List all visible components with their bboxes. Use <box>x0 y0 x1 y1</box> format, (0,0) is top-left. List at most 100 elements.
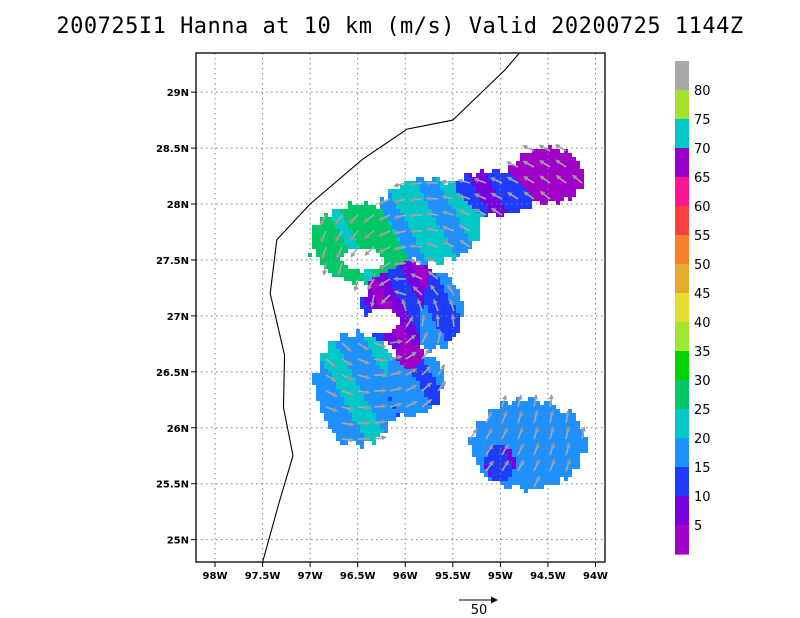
wind-cell <box>364 429 368 433</box>
wind-cell <box>376 269 380 273</box>
wind-cell <box>368 301 372 305</box>
wind-cell <box>380 273 384 277</box>
wind-cell <box>508 437 512 441</box>
colorbar-swatch <box>675 409 689 439</box>
wind-cell <box>320 233 324 237</box>
wind-cell <box>404 297 408 301</box>
wind-cell <box>408 265 412 269</box>
wind-cell <box>488 441 492 445</box>
wind-cell <box>492 421 496 425</box>
wind-cell <box>468 177 472 181</box>
wind-cell <box>420 221 424 225</box>
wind-cell <box>368 433 372 437</box>
wind-cell <box>344 333 348 337</box>
wind-cell <box>524 189 528 193</box>
wind-cell <box>420 189 424 193</box>
wind-cell <box>524 445 528 449</box>
wind-cell <box>320 381 324 385</box>
wind-arrow <box>517 459 525 472</box>
wind-cell <box>348 201 352 205</box>
wind-cell <box>328 357 332 361</box>
wind-cell <box>520 433 524 437</box>
wind-cell <box>340 241 344 245</box>
wind-cell <box>336 389 340 393</box>
wind-arrow <box>378 230 391 237</box>
wind-cell <box>448 185 452 189</box>
wind-cell <box>560 161 564 165</box>
wind-cell <box>368 293 372 297</box>
wind-cell <box>524 453 528 457</box>
wind-cell <box>384 221 388 225</box>
wind-cell <box>500 189 504 193</box>
wind-cell <box>372 225 376 229</box>
wind-cell <box>380 305 384 309</box>
wind-cell <box>536 185 540 189</box>
wind-cell <box>500 185 504 189</box>
wind-cell <box>420 281 424 285</box>
wind-cell <box>372 377 376 381</box>
wind-cell <box>540 441 544 445</box>
wind-cell <box>344 277 348 281</box>
wind-cell <box>376 361 380 365</box>
wind-cell <box>316 397 320 401</box>
wind-cell <box>456 329 460 333</box>
wind-cell <box>424 229 428 233</box>
wind-cell <box>404 265 408 269</box>
wind-cell <box>416 409 420 413</box>
wind-cell <box>504 401 508 405</box>
wind-cell <box>440 297 444 301</box>
wind-cell <box>320 361 324 365</box>
reference-vector-label: 50 <box>471 603 488 618</box>
wind-cell <box>384 253 388 257</box>
wind-cell <box>432 217 436 221</box>
wind-cell <box>532 445 536 449</box>
wind-cell <box>512 445 516 449</box>
wind-cell <box>512 425 516 429</box>
colorbar-label: 50 <box>694 258 711 273</box>
wind-cell <box>384 257 388 261</box>
wind-cell <box>572 157 576 161</box>
wind-cell <box>416 193 420 197</box>
wind-cell <box>520 417 524 421</box>
wind-cell <box>492 461 496 465</box>
wind-cell <box>544 181 548 185</box>
wind-cell <box>460 309 464 313</box>
wind-cell <box>372 441 376 445</box>
wind-cell <box>396 265 400 269</box>
wind-cell <box>384 401 388 405</box>
wind-cell <box>352 401 356 405</box>
wind-cell <box>396 293 400 297</box>
wind-cell <box>332 385 336 389</box>
wind-cell <box>492 409 496 413</box>
wind-cell <box>364 209 368 213</box>
wind-cell <box>332 213 336 217</box>
wind-cell <box>392 189 396 193</box>
wind-cell <box>436 329 440 333</box>
wind-cell <box>540 453 544 457</box>
wind-cell <box>476 429 480 433</box>
wind-cell <box>500 429 504 433</box>
chart-title: 200725I1 Hanna at 10 km (m/s) Valid 2020… <box>56 14 744 39</box>
wind-cell <box>384 281 388 285</box>
wind-cell <box>500 193 504 197</box>
wind-cell <box>568 413 572 417</box>
wind-cell <box>332 429 336 433</box>
wind-cell <box>432 309 436 313</box>
wind-cell <box>500 209 504 213</box>
wind-cell <box>572 413 576 417</box>
wind-field <box>308 144 588 493</box>
wind-cell <box>548 145 552 149</box>
wind-cell <box>424 189 428 193</box>
wind-cell <box>576 453 580 457</box>
wind-cell <box>432 325 436 329</box>
wind-cell <box>392 257 396 261</box>
wind-cell <box>332 421 336 425</box>
wind-cell <box>432 253 436 257</box>
wind-cell <box>364 213 368 217</box>
wind-cell <box>532 169 536 173</box>
wind-cell <box>348 365 352 369</box>
wind-cell <box>340 209 344 213</box>
wind-cell <box>532 461 536 465</box>
wind-cell <box>332 369 336 373</box>
wind-cell <box>420 273 424 277</box>
